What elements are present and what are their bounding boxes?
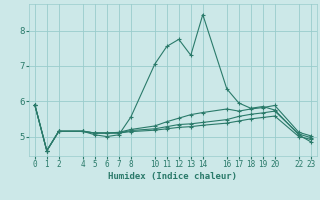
X-axis label: Humidex (Indice chaleur): Humidex (Indice chaleur) — [108, 172, 237, 181]
